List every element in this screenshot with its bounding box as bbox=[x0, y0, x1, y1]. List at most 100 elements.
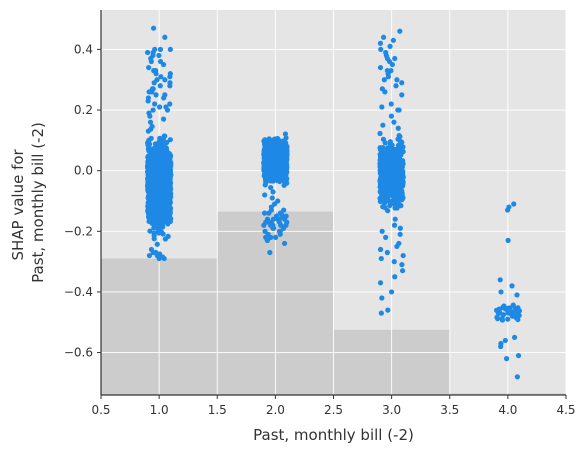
scatter-point-1-1034 bbox=[145, 175, 151, 181]
scatter-point-4-32 bbox=[502, 306, 509, 312]
scatter-point-3-outlier-37 bbox=[392, 274, 398, 280]
scatter-point-2-879 bbox=[269, 137, 276, 144]
scatter-point-3-outlier-9 bbox=[389, 61, 395, 68]
scatter-point-1-991 bbox=[160, 218, 166, 224]
scatter-point-1-1079 bbox=[160, 206, 166, 212]
scatter-point-4-12 bbox=[499, 317, 506, 323]
scatter-point-1-1074 bbox=[168, 159, 174, 166]
scatter-point-1-outlier-38 bbox=[145, 98, 151, 104]
scatter-point-1-1026 bbox=[156, 221, 162, 227]
scatter-point-1-outlier-47 bbox=[152, 46, 158, 53]
scatter-point-1-818 bbox=[165, 233, 171, 239]
scatter-point-2-outlier-38 bbox=[276, 219, 282, 225]
scatter-point-3-outlier-7 bbox=[392, 55, 398, 62]
scatter-point-4-outlier-14 bbox=[514, 374, 520, 380]
scatter-point-1-1087 bbox=[146, 156, 152, 162]
scatter-point-4-outlier-8 bbox=[511, 334, 518, 341]
scatter-point-3-549 bbox=[386, 150, 392, 156]
y-axis-title-line-2: Past, monthly bill (-2) bbox=[29, 122, 47, 283]
scatter-point-1-outlier-17 bbox=[152, 101, 158, 107]
scatter-point-3-outlier-22 bbox=[388, 113, 394, 119]
scatter-point-2-896 bbox=[280, 153, 286, 159]
scatter-point-3-638 bbox=[385, 157, 391, 164]
scatter-point-4-outlier-7 bbox=[514, 292, 520, 298]
scatter-point-1-outlier-46 bbox=[144, 49, 151, 56]
scatter-point-1-outlier-0 bbox=[150, 25, 157, 31]
scatter-point-3-outlier-44 bbox=[384, 55, 391, 62]
scatter-point-1-155 bbox=[147, 228, 153, 234]
scatter-point-1-230 bbox=[154, 241, 160, 247]
scatter-point-1-64 bbox=[167, 137, 173, 143]
scatter-point-1-outlier-53 bbox=[157, 251, 163, 257]
scatter-point-2-799 bbox=[261, 165, 267, 171]
scatter-point-3-outlier-14 bbox=[394, 77, 400, 83]
y-tick-label-0: 0.4 bbox=[74, 42, 93, 56]
plot-area bbox=[100, 10, 567, 395]
x-axis-title: Past, monthly bill (-2) bbox=[253, 426, 414, 444]
scatter-point-4-34 bbox=[505, 310, 511, 316]
scatter-point-1-outlier-45 bbox=[156, 52, 162, 59]
scatter-point-3-346 bbox=[380, 204, 386, 210]
scatter-point-3-646 bbox=[393, 183, 399, 189]
scatter-point-1-1037 bbox=[159, 212, 165, 218]
x-tick-label-5: 3.0 bbox=[382, 403, 401, 417]
scatter-point-2-898 bbox=[276, 164, 282, 171]
scatter-point-1-outlier-11 bbox=[151, 80, 157, 86]
scatter-point-4-outlier-5 bbox=[509, 283, 515, 289]
scatter-point-3-500 bbox=[390, 198, 396, 204]
scatter-point-1-1075 bbox=[151, 195, 157, 201]
scatter-point-3-628 bbox=[382, 174, 388, 180]
scatter-point-4-11 bbox=[500, 312, 507, 318]
scatter-point-3-outlier-5 bbox=[378, 46, 384, 53]
scatter-point-3-629 bbox=[377, 189, 383, 195]
scatter-point-4-26 bbox=[514, 308, 520, 315]
scatter-point-1-1088 bbox=[145, 163, 151, 169]
scatter-point-2-851 bbox=[274, 143, 280, 150]
scatter-point-2-832 bbox=[280, 140, 286, 146]
scatter-point-3-outlier-40 bbox=[379, 295, 385, 301]
scatter-point-3-644 bbox=[394, 174, 400, 180]
scatter-point-3-647 bbox=[400, 161, 406, 167]
scatter-point-4-33 bbox=[511, 313, 518, 319]
scatter-point-3-outlier-16 bbox=[393, 83, 399, 89]
scatter-point-1-outlier-40 bbox=[156, 104, 163, 110]
scatter-point-1-outlier-1 bbox=[162, 34, 168, 40]
scatter-point-4-30 bbox=[495, 310, 501, 316]
scatter-point-1-835 bbox=[148, 126, 154, 132]
scatter-point-4-31 bbox=[516, 312, 522, 319]
scatter-point-1-outlier-33 bbox=[167, 83, 173, 89]
scatter-point-1-1082 bbox=[150, 200, 157, 206]
scatter-point-3-outlier-29 bbox=[383, 234, 389, 240]
scatter-point-1-outlier-49 bbox=[148, 55, 154, 62]
scatter-point-2-outlier-40 bbox=[270, 189, 276, 195]
scatter-point-4-outlier-6 bbox=[498, 289, 504, 295]
x-tick-label-6: 3.5 bbox=[440, 403, 459, 417]
x-axis-ticks: 0.5 1.0 1.5 2.0 2.5 3.0 3.5 4.0 4.5 bbox=[91, 395, 576, 417]
scatter-point-2-877 bbox=[280, 172, 286, 178]
scatter-point-2-858 bbox=[281, 145, 287, 151]
scatter-point-3-593 bbox=[382, 153, 388, 159]
scatter-point-1-1060 bbox=[152, 220, 158, 226]
scatter-point-3-outlier-43 bbox=[383, 49, 389, 56]
scatter-point-1-666 bbox=[150, 146, 157, 152]
scatter-point-2-outlier-45 bbox=[268, 204, 274, 210]
scatter-point-1-1085 bbox=[161, 183, 167, 189]
scatter-point-3-561 bbox=[388, 146, 394, 152]
scatter-point-1-1030 bbox=[159, 145, 165, 151]
scatter-point-3-620 bbox=[392, 148, 398, 154]
scatter-point-3-outlier-36 bbox=[399, 268, 406, 274]
scatter-point-3-outlier-31 bbox=[377, 246, 384, 253]
scatter-point-2-outlier-32 bbox=[270, 225, 276, 231]
scatter-point-1-outlier-2 bbox=[157, 46, 164, 53]
scatter-point-1-954 bbox=[163, 146, 170, 153]
scatter-point-1-outlier-21 bbox=[147, 113, 153, 119]
scatter-point-2-721 bbox=[262, 137, 268, 143]
scatter-point-4-outlier-0 bbox=[511, 201, 517, 207]
scatter-point-3-outlier-19 bbox=[388, 101, 394, 107]
scatter-point-3-outlier-1 bbox=[380, 34, 387, 40]
scatter-point-1-1096 bbox=[146, 207, 152, 213]
scatter-point-3-567 bbox=[377, 157, 383, 163]
y-axis-title: SHAP value for Past, monthly bill (-2) bbox=[9, 122, 47, 283]
scatter-point-1-outlier-30 bbox=[162, 77, 168, 83]
scatter-point-1-977 bbox=[145, 184, 151, 190]
